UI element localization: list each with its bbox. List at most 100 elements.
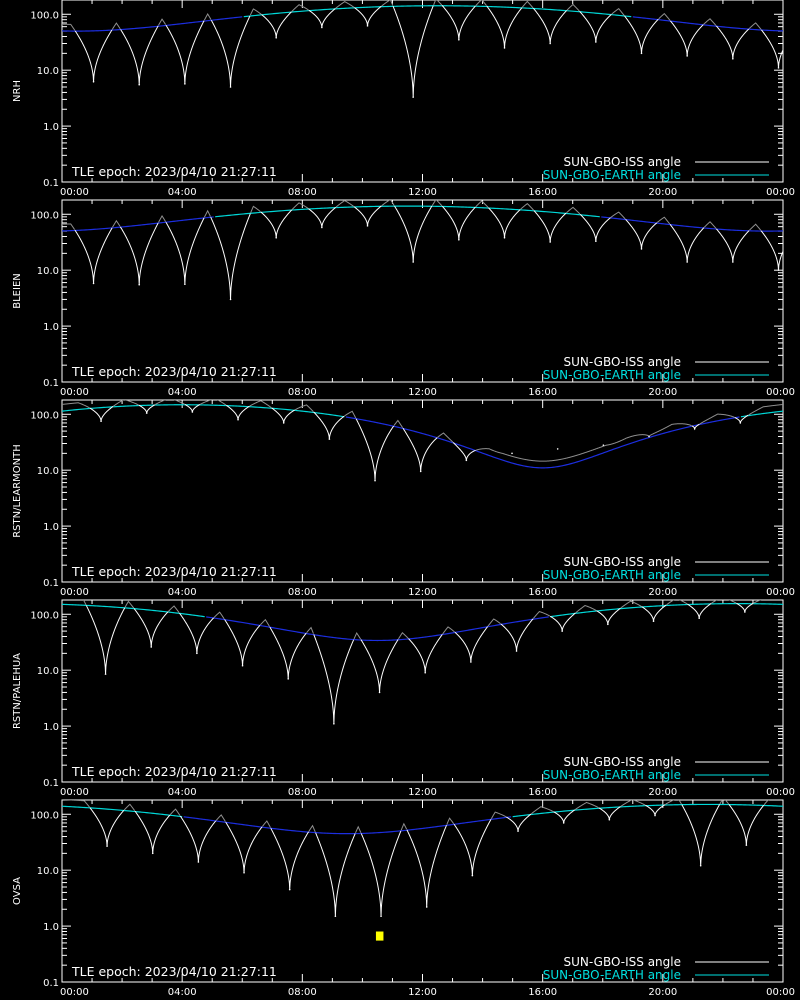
- iss-pass-point: [321, 226, 323, 229]
- iss-pass-point: [698, 617, 700, 620]
- earth-angle-line-night: [345, 416, 740, 469]
- x-tick-label: 16:00: [528, 387, 557, 398]
- panel-5: 100.010.01.00.100:00 04:00 08:00 12:00 16:00…: [12, 799, 795, 998]
- iss-pass-point: [92, 282, 95, 285]
- earth-angle-line-day: [215, 205, 600, 218]
- legend-entry-label: SUN-GBO-ISS angle: [564, 755, 681, 769]
- iss-pass-point: [412, 96, 414, 98]
- epoch-label: TLE epoch: 2023/04/10 21:27:11: [71, 564, 277, 579]
- iss-pass-point: [465, 459, 468, 462]
- y-tick-label: 0.1: [43, 378, 59, 389]
- y-tick-label: 10.0: [37, 866, 59, 877]
- iss-pass-point: [334, 915, 337, 918]
- y-tick-label: 0.1: [43, 178, 59, 189]
- y-tick-label: 0.1: [43, 978, 59, 989]
- panel-data: [62, 600, 783, 725]
- legend-entry-label: SUN-GBO-EARTH angle: [543, 768, 681, 782]
- x-tick-label: 12:00: [408, 987, 437, 998]
- iss-pass-point: [562, 822, 565, 824]
- iss-pass-point: [424, 671, 427, 674]
- x-tick-label: 00:00: [60, 587, 89, 598]
- legend-entry-label: SUN-GBO-EARTH angle: [543, 368, 681, 382]
- iss-pass-point: [693, 427, 696, 430]
- panel-data: [62, 400, 783, 482]
- iss-pass-point: [374, 479, 376, 482]
- y-tick-label: 100.0: [30, 210, 59, 221]
- iss-pass-point: [138, 283, 141, 286]
- iss-pass-point: [184, 83, 186, 85]
- panel-2: 100.010.01.00.100:00 04:00 08:00 12:00 16:00…: [12, 199, 795, 398]
- legend-entry-label: SUN-GBO-ISS angle: [564, 955, 681, 969]
- x-tick-label: 12:00: [408, 787, 437, 798]
- iss-pass-point: [287, 678, 290, 680]
- x-tick-label: 12:00: [408, 187, 437, 198]
- x-tick-label: 04:00: [168, 987, 197, 998]
- iss-pass-point: [777, 67, 780, 69]
- iss-pass-point: [744, 611, 746, 613]
- y-tick-label: 100.0: [30, 10, 59, 21]
- iss-pass-point: [237, 418, 239, 421]
- iss-pass-point: [745, 844, 748, 846]
- earth-angle-line-day: [62, 603, 783, 618]
- y-tick-label: 10.0: [37, 66, 59, 77]
- iss-pass-point: [138, 83, 141, 86]
- x-tick-label: 16:00: [528, 987, 557, 998]
- iss-pass-point: [145, 412, 148, 414]
- iss-pass-point: [517, 830, 519, 832]
- y-axis-label: RSTN/PALEHUA: [12, 653, 23, 729]
- iss-angle-line-shadow: [62, 200, 762, 231]
- iss-pass-point: [151, 852, 154, 855]
- iss-pass-point: [366, 225, 369, 227]
- iss-pass-point: [425, 906, 428, 908]
- x-tick-label: 20:00: [648, 587, 677, 598]
- iss-pass-point: [471, 874, 474, 877]
- y-tick-label: 10.0: [37, 466, 59, 477]
- iss-pass-point: [150, 646, 153, 648]
- iss-pass-point: [106, 845, 108, 847]
- y-tick-label: 0.1: [43, 578, 59, 589]
- panel-data: [62, 800, 783, 941]
- x-tick-label: 04:00: [168, 587, 197, 598]
- iss-pass-point: [595, 41, 597, 43]
- x-tick-label: 12:00: [408, 387, 437, 398]
- panel-1: 100.010.01.00.100:00 04:00 08:00 12:00 16:00…: [12, 0, 795, 198]
- x-tick-label: 20:00: [648, 187, 677, 198]
- legend-entry-label: SUN-GBO-ISS angle: [564, 155, 681, 169]
- y-tick-label: 0.1: [43, 778, 59, 789]
- iss-pass-point: [654, 814, 656, 817]
- iss-pass-point: [321, 26, 323, 29]
- iss-pass-point: [380, 915, 382, 918]
- iss-pass-point: [229, 298, 232, 301]
- iss-pass-point: [458, 38, 460, 41]
- iss-pass-point: [282, 422, 285, 424]
- x-tick-label: 04:00: [168, 387, 197, 398]
- x-tick-label: 04:00: [168, 187, 197, 198]
- y-tick-label: 1.0: [43, 922, 59, 933]
- y-tick-label: 1.0: [43, 322, 59, 333]
- iss-pass-point: [556, 448, 559, 450]
- iss-pass-point: [275, 236, 277, 239]
- x-tick-label: 00:00: [766, 987, 795, 998]
- iss-angle-line-shadow: [82, 600, 762, 640]
- x-tick-label: 00:00: [60, 787, 89, 798]
- iss-pass-point: [503, 236, 506, 239]
- legend-entry-label: SUN-GBO-EARTH angle: [543, 568, 681, 582]
- iss-pass-point: [184, 283, 186, 286]
- iss-pass-point: [549, 42, 551, 45]
- iss-pass-point: [595, 240, 597, 242]
- panel-data: [62, 0, 783, 98]
- iss-pass-point: [104, 673, 107, 675]
- y-axis-label: BLEIEN: [12, 273, 23, 309]
- x-tick-label: 00:00: [60, 987, 89, 998]
- earth-angle-line-day: [62, 803, 783, 818]
- iss-pass-point: [608, 818, 611, 821]
- panel-4: 100.010.01.00.100:00 04:00 08:00 12:00 16:00…: [12, 599, 795, 798]
- iss-pass-point: [378, 691, 381, 694]
- iss-pass-point: [686, 261, 688, 263]
- x-tick-label: 20:00: [648, 387, 677, 398]
- iss-pass-point: [648, 435, 650, 438]
- iss-pass-point: [739, 422, 742, 424]
- y-axis-label: OVSA: [12, 877, 23, 905]
